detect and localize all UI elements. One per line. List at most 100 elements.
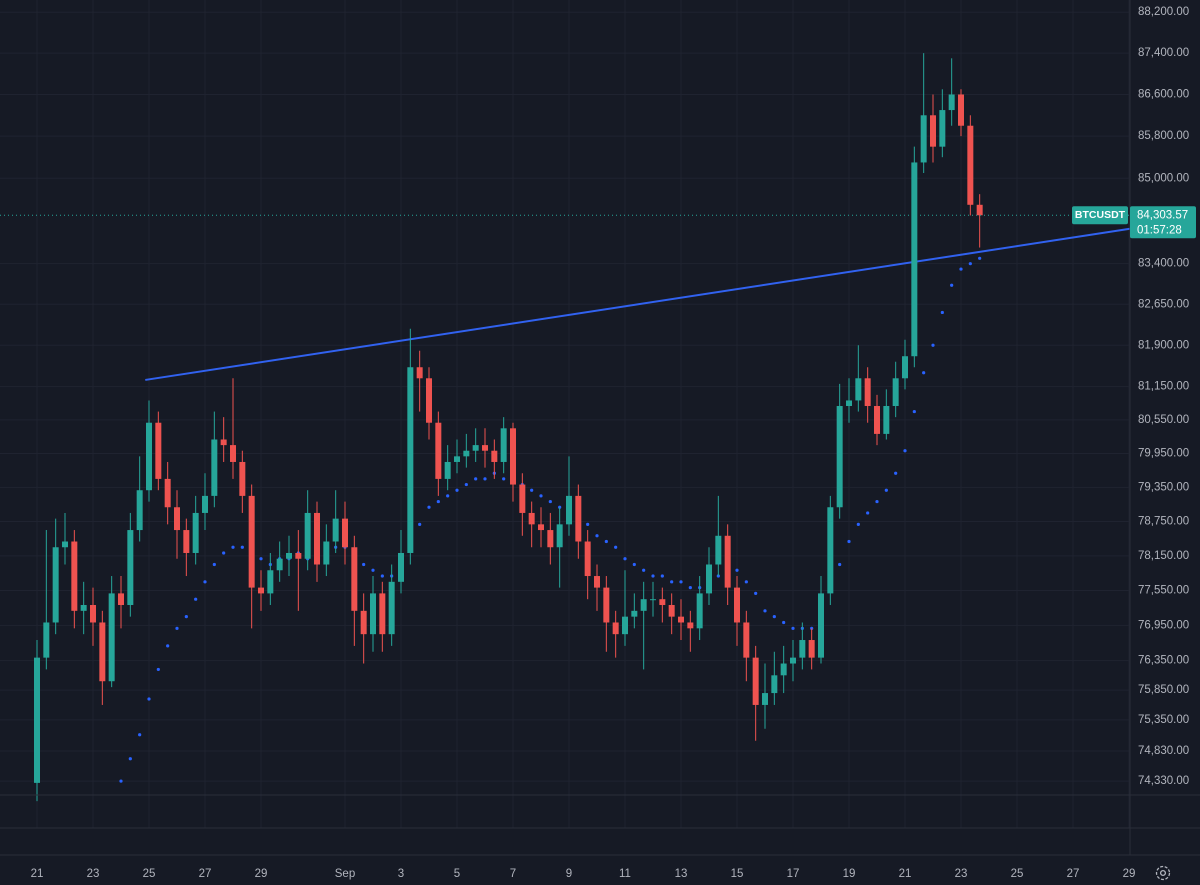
candle-body — [267, 570, 274, 594]
candle-body — [752, 657, 759, 705]
candle-body — [276, 558, 283, 571]
candle-body — [855, 378, 862, 401]
candle-body — [771, 675, 778, 694]
candle-body — [62, 541, 68, 548]
candle-body — [136, 490, 143, 531]
candle-body — [892, 378, 899, 407]
candle-body — [426, 378, 432, 423]
y-tick-label: 86,600.00 — [1138, 89, 1189, 101]
candle-body — [584, 541, 591, 577]
candle-body — [668, 605, 675, 617]
indicator-dot — [735, 568, 739, 572]
indicator-dot — [175, 626, 179, 630]
candle-body — [827, 507, 834, 594]
x-tick-label: 27 — [199, 868, 212, 880]
candle-body — [220, 439, 227, 446]
indicator-dot — [371, 568, 375, 572]
indicator-dot — [679, 580, 683, 584]
candle-body — [258, 587, 264, 594]
candle-body — [360, 610, 367, 635]
candle-body — [127, 530, 134, 606]
indicator-dot — [446, 494, 450, 498]
indicator-dot — [436, 499, 440, 504]
candle-body — [948, 94, 955, 111]
x-tick-label: 7 — [510, 868, 516, 880]
candle-body — [743, 622, 750, 658]
candle-body — [836, 406, 843, 508]
candle-body — [332, 518, 339, 542]
candle-body — [696, 593, 703, 629]
candle-body — [762, 693, 768, 705]
indicator-dot — [362, 562, 366, 567]
price-axis — [1130, 0, 1200, 885]
candle-body — [519, 484, 526, 513]
candle-body — [482, 445, 488, 451]
candle-body — [370, 593, 376, 635]
indicator-dot — [894, 471, 898, 475]
candle-body — [444, 461, 451, 479]
candle-body — [80, 605, 87, 611]
indicator-dot — [903, 449, 907, 453]
candle-body — [71, 541, 78, 611]
x-tick-label: 21 — [31, 868, 44, 880]
candle-body — [118, 593, 124, 606]
plot-area — [0, 53, 1131, 802]
candle-body — [463, 450, 470, 457]
y-tick-label: 81,150.00 — [1138, 381, 1189, 393]
y-tick-label: 82,650.00 — [1138, 298, 1189, 310]
candle-body — [864, 378, 871, 407]
indicator-dot — [530, 488, 534, 492]
indicator-dot — [912, 409, 916, 414]
x-tick-label: 13 — [675, 868, 688, 880]
indicator-dot — [838, 562, 842, 567]
y-tick-label: 85,800.00 — [1138, 130, 1189, 142]
indicator-dot — [791, 626, 795, 630]
candle-body — [183, 530, 190, 553]
indicator-dot — [138, 733, 142, 737]
candle-body — [295, 552, 302, 559]
settings-icon[interactable] — [1155, 865, 1171, 881]
indicator-dot — [259, 557, 263, 561]
candle-body — [323, 541, 330, 565]
x-tick-label: 9 — [566, 868, 572, 880]
x-tick-label: 21 — [899, 868, 912, 880]
indicator-dot — [604, 539, 608, 544]
indicator-dot — [866, 511, 870, 515]
y-tick-label: 74,830.00 — [1138, 745, 1189, 757]
indicator-dot — [483, 477, 487, 481]
indicator-dot — [166, 644, 170, 648]
indicator-dot — [931, 343, 935, 347]
candle-body — [314, 512, 320, 565]
candle-body — [192, 512, 199, 553]
candle-body — [930, 115, 936, 147]
x-tick-label: 27 — [1067, 868, 1080, 880]
indicator-dot — [203, 580, 207, 584]
x-tick-label: 23 — [955, 868, 968, 880]
indicator-dot — [651, 574, 655, 578]
candle-body — [650, 599, 656, 601]
indicator-dot — [119, 779, 123, 783]
indicator-dot — [754, 591, 758, 595]
candle-body — [976, 204, 983, 216]
symbol-tag — [1072, 206, 1128, 225]
indicator-dot — [978, 256, 982, 260]
indicator-dot — [380, 574, 384, 578]
candle-body — [388, 581, 395, 635]
indicator-dot — [968, 262, 972, 266]
candle-body — [34, 657, 40, 783]
indicator-dot — [502, 477, 506, 481]
y-tick-label: 76,950.00 — [1138, 619, 1189, 631]
candle-body — [603, 587, 610, 623]
candle-body — [472, 445, 479, 451]
indicator-dot — [875, 499, 879, 504]
candle-body — [174, 507, 180, 531]
y-tick-label: 75,850.00 — [1138, 684, 1189, 696]
x-tick-label: 17 — [787, 868, 800, 880]
indicator-dot — [670, 580, 674, 584]
y-tick-label: 76,350.00 — [1138, 655, 1189, 667]
indicator-dot — [782, 620, 786, 625]
indicator-dot — [240, 545, 244, 549]
indicator-dot — [642, 568, 646, 572]
candle-body — [724, 535, 731, 588]
